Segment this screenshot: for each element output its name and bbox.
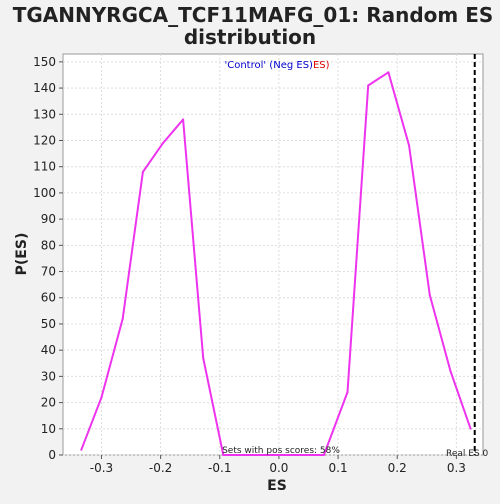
y-tick-label: 120	[33, 133, 56, 147]
y-tick-label: 140	[33, 81, 56, 95]
series-point	[367, 84, 370, 87]
series-point	[80, 448, 83, 451]
legend: 'Control' (Neg ES)ES)	[224, 60, 329, 71]
series-point	[302, 454, 305, 456]
y-tick-label: 90	[41, 212, 56, 226]
legend-control-label: 'Control' (Neg ES)	[224, 60, 313, 71]
y-tick-label: 40	[41, 343, 56, 357]
y-axis-label: P(ES)	[14, 233, 30, 276]
series-point	[182, 118, 185, 121]
x-tick-label: 0.1	[329, 461, 348, 475]
series-point	[449, 370, 452, 373]
y-tick-label: 100	[33, 186, 56, 200]
series-point	[100, 396, 103, 399]
y-tick-label: 70	[41, 265, 56, 279]
series-point	[282, 454, 285, 456]
x-tick-label: 0.2	[388, 461, 407, 475]
pos-scores-annotation: Sets with pos scores: 58%	[222, 446, 340, 456]
series-point	[322, 454, 325, 456]
y-tick-label: 80	[41, 238, 56, 252]
series-point	[408, 144, 411, 147]
series-point	[121, 317, 124, 320]
y-tick-label: 130	[33, 107, 56, 121]
grid-layer	[63, 54, 483, 456]
series-point	[242, 454, 245, 456]
x-axis-label: ES	[267, 478, 287, 494]
y-tick-label: 10	[41, 422, 56, 436]
y-tick-label: 50	[41, 317, 56, 331]
series-point	[222, 454, 225, 456]
y-tick-label: 0	[48, 448, 56, 462]
chart-title-line-1: TGANNYRGCA_TCF11MAFG_01: Random ES	[13, 3, 494, 27]
series-point	[346, 391, 349, 394]
series-point	[428, 294, 431, 297]
x-tick-label: 0.0	[269, 461, 288, 475]
x-tick-label: -0.1	[208, 461, 231, 475]
y-tick-label: 30	[41, 369, 56, 383]
chart-title-line-2: distribution	[184, 25, 316, 49]
y-tick-label: 20	[41, 396, 56, 410]
series-point	[141, 170, 144, 173]
y-tick-label: 150	[33, 55, 56, 69]
axis-layer: 0 10 20 30 40 50 60 70 80 90 100 110 120 130 140 150 -0.…	[33, 55, 466, 475]
real-es-annotation: Real ES 0	[446, 449, 489, 459]
series-point	[161, 142, 164, 145]
series-point	[387, 71, 390, 74]
series-layer	[80, 71, 472, 456]
series-point	[469, 427, 472, 430]
series-line	[80, 71, 472, 456]
plot-area	[62, 53, 484, 456]
y-tick-label: 110	[33, 160, 56, 174]
x-tick-label: -0.2	[149, 461, 172, 475]
x-tick-label: 0.3	[447, 461, 466, 475]
legend-es-label: ES)	[313, 60, 330, 71]
series-point	[262, 454, 265, 456]
y-tick-label: 60	[41, 291, 56, 305]
x-tick-label: -0.3	[90, 461, 113, 475]
series-point	[202, 357, 205, 360]
